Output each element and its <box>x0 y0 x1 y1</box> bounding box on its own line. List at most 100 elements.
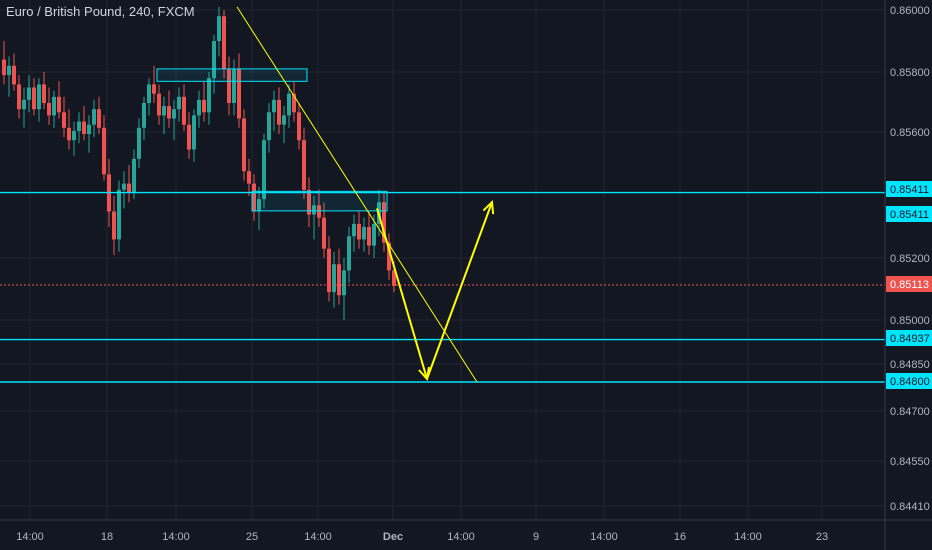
candle-body <box>157 93 161 116</box>
candle-body <box>27 87 31 100</box>
candle-body <box>312 205 316 215</box>
candles <box>2 6 396 320</box>
candle-body <box>182 96 186 125</box>
candle-body <box>172 109 176 119</box>
candle-body <box>112 211 116 240</box>
candle-body <box>62 112 66 128</box>
candle-body <box>47 103 51 116</box>
candle-body <box>162 106 166 116</box>
x-tick-label: 14:00 <box>162 531 190 543</box>
candle-body <box>287 93 291 116</box>
price-badge <box>886 206 932 222</box>
x-tick-label: 14:00 <box>304 531 332 543</box>
candle-body <box>17 84 21 110</box>
candle-body <box>197 99 201 116</box>
price-badge-label: 0.85411 <box>890 184 929 196</box>
candle-body <box>247 171 251 184</box>
x-tick-label: 14:00 <box>734 531 762 543</box>
price-badge <box>886 181 932 197</box>
candle-body <box>257 199 261 212</box>
candle-body <box>142 103 146 128</box>
x-tick-label: Dec <box>383 531 403 543</box>
candle-body <box>137 127 141 159</box>
candle-body <box>67 127 71 141</box>
candle-body <box>82 121 86 134</box>
x-tick-label: 25 <box>246 531 258 543</box>
candle-body <box>187 124 191 150</box>
candle-body <box>367 227 371 246</box>
candle-body <box>337 264 341 296</box>
candle-body <box>217 16 221 41</box>
candle-body <box>52 96 56 116</box>
candle-body <box>147 84 151 103</box>
x-tick-label: 9 <box>533 531 539 543</box>
x-tick-label: 16 <box>674 531 686 543</box>
candle-body <box>202 99 206 113</box>
y-tick-label: 0.84550 <box>890 456 930 468</box>
candle-body <box>92 109 96 125</box>
candle-body <box>342 270 346 296</box>
candle-body <box>42 84 46 103</box>
candle-body <box>122 183 126 190</box>
price-badge <box>886 373 932 389</box>
candle-body <box>242 118 246 172</box>
price-badge <box>886 276 932 292</box>
candle-body <box>392 270 396 286</box>
y-tick-label: 0.85200 <box>890 253 930 265</box>
x-tick-label: 23 <box>816 531 828 543</box>
arrow-head <box>482 200 495 215</box>
candle-body <box>212 41 216 79</box>
candle-body <box>357 223 361 240</box>
candle-body <box>352 223 356 237</box>
drawings[interactable] <box>156 6 495 383</box>
candle-body <box>302 140 306 190</box>
candle-body <box>207 78 211 113</box>
x-tick-label: 14:00 <box>16 531 44 543</box>
candle-body <box>362 227 366 240</box>
candle-body <box>22 99 26 110</box>
candle-body <box>77 121 81 131</box>
price-badge-label: 0.85113 <box>890 279 929 291</box>
candle-body <box>222 16 226 69</box>
candle-body <box>12 65 16 85</box>
y-tick-label: 0.85800 <box>890 67 930 79</box>
x-tick-label: 18 <box>101 531 113 543</box>
candle-body <box>322 217 326 249</box>
time-axis[interactable]: 14:00 18 14:00 25 14:00 Dec 14:00 9 14:00 16 14:00… <box>0 519 932 543</box>
price-axis[interactable]: 0.86000 0.85800 0.85600 0.85200 0.85000 0.848… <box>884 0 932 550</box>
projection-arrow <box>426 201 493 380</box>
candle-body <box>7 65 11 76</box>
candle-body <box>2 59 6 76</box>
candle-body <box>292 93 296 113</box>
candle-body <box>282 115 286 125</box>
y-tick-label: 0.85000 <box>890 315 930 327</box>
candle-body <box>267 112 271 141</box>
candle-body <box>87 124 91 134</box>
candle-body <box>167 106 171 119</box>
candle-body <box>347 236 351 271</box>
candle-body <box>57 96 61 113</box>
candle-body <box>372 223 376 246</box>
candle-body <box>382 202 386 243</box>
y-tick-label: 0.86000 <box>890 5 930 17</box>
zone-rectangle <box>251 190 388 212</box>
candle-body <box>32 87 36 110</box>
candle-body <box>232 68 236 103</box>
candle-body <box>132 158 136 193</box>
candle-body <box>177 96 181 110</box>
candle-body <box>277 99 281 125</box>
candle-body <box>192 115 196 150</box>
price-badge-label: 0.84800 <box>890 376 930 388</box>
candle-body <box>332 264 336 293</box>
candle-body <box>37 84 41 110</box>
candle-body <box>72 130 76 141</box>
y-tick-label: 0.84700 <box>890 406 930 418</box>
candle-body <box>102 127 106 175</box>
y-tick-label: 0.84850 <box>890 359 930 371</box>
x-tick-label: 14:00 <box>447 531 475 543</box>
candle-body <box>262 140 266 200</box>
trendline <box>236 6 478 383</box>
candle-body <box>317 205 321 218</box>
candle-body <box>252 183 256 212</box>
